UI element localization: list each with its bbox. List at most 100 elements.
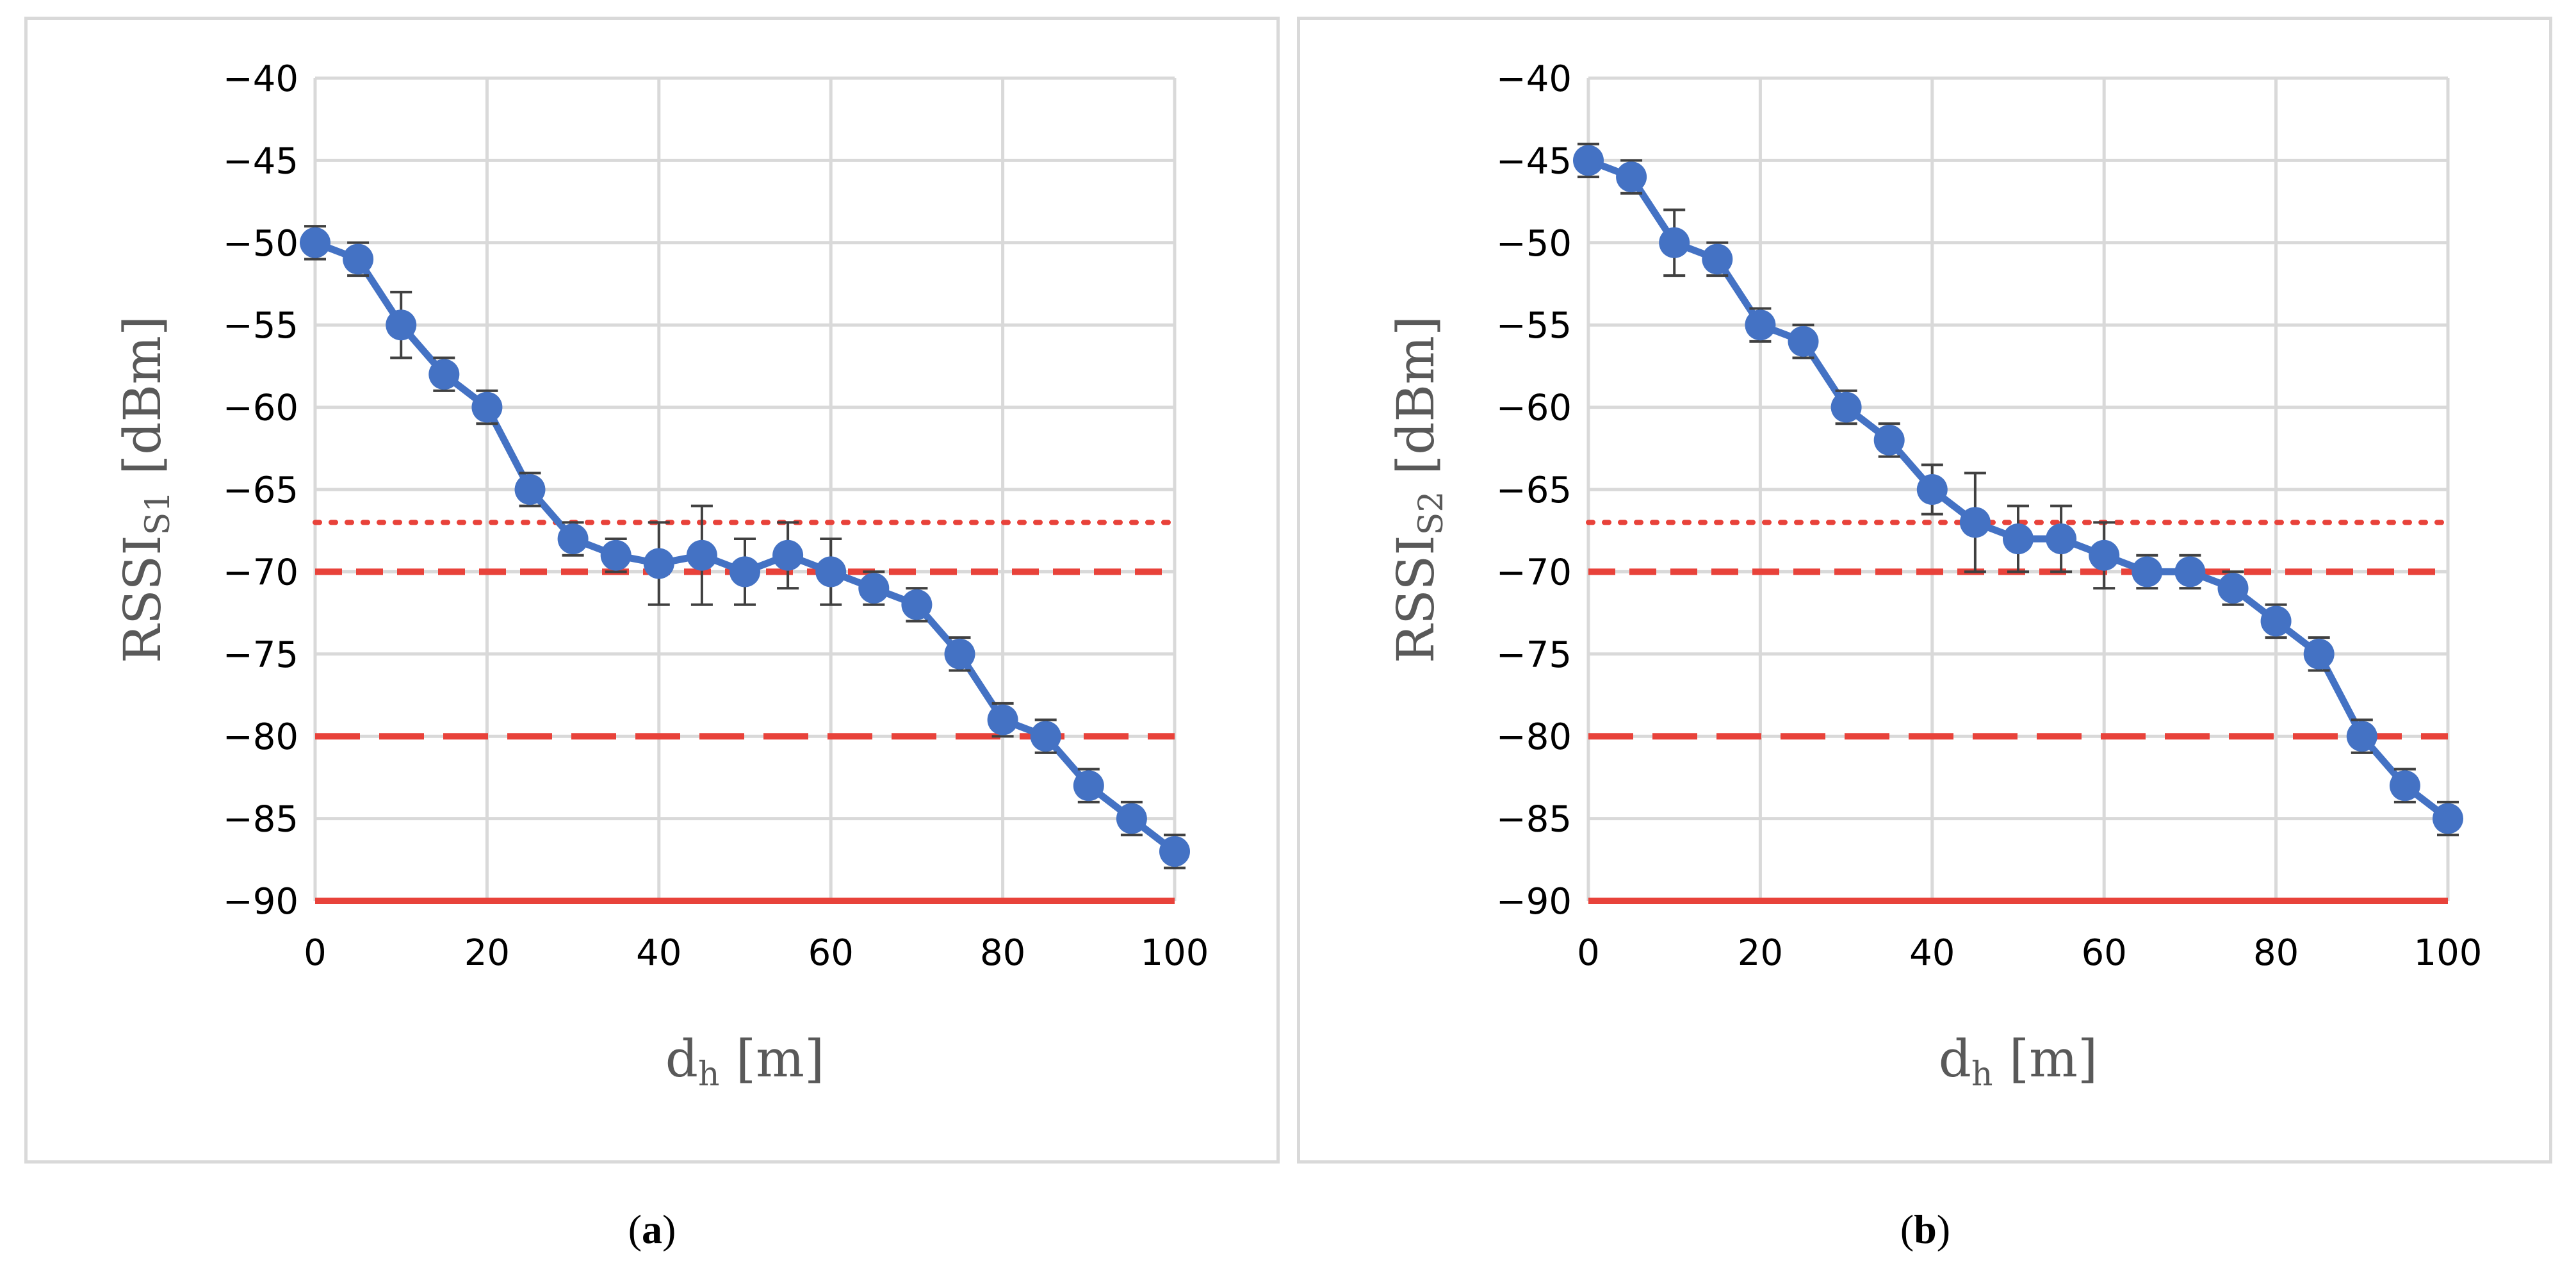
- data-point: [1959, 507, 1991, 538]
- data-point: [514, 474, 546, 505]
- y-tick-label: −80: [1496, 716, 1572, 758]
- chart-a: −40 −45 −50 −55 −60 −65 −70 −75 −80 −85 −900 20 40 60…: [113, 58, 1209, 1252]
- data-point: [2260, 605, 2292, 637]
- caption-paren-close: ): [1937, 1206, 1950, 1252]
- panel-caption: (a): [628, 1206, 676, 1252]
- y-tick-label: −65: [223, 470, 298, 511]
- x-axis-title-unit: [m]: [720, 1029, 825, 1089]
- data-point: [428, 359, 460, 390]
- data-point: [2303, 638, 2335, 670]
- data-point: [1745, 309, 1776, 341]
- data-point: [2089, 539, 2120, 571]
- chart-b: −40 −45 −50 −55 −60 −65 −70 −75 −80 −85 −900 20 40 60…: [1386, 58, 2482, 1252]
- data-point: [1788, 325, 1819, 357]
- caption-paren-open: (: [628, 1206, 642, 1252]
- data-point: [987, 704, 1018, 736]
- y-tick-label: −60: [223, 388, 298, 429]
- x-axis-title: dh [m]: [665, 1029, 824, 1094]
- y-tick-label: −45: [223, 140, 298, 182]
- y-axis-title-sub: S2: [1412, 491, 1451, 535]
- data-point: [2346, 721, 2377, 752]
- y-tick-label: −55: [223, 305, 298, 347]
- x-tick-label: 60: [808, 932, 854, 974]
- y-axis-title: RSSIS2 [dBm]: [1386, 316, 1451, 663]
- data-point: [1702, 243, 1733, 275]
- x-axis-title-sub: h: [1971, 1055, 1993, 1094]
- caption-letter: b: [1914, 1206, 1937, 1252]
- data-point: [2389, 770, 2420, 802]
- data-point: [600, 539, 632, 571]
- y-tick-label: −90: [1496, 881, 1572, 923]
- data-point: [2132, 556, 2163, 588]
- data-point: [1116, 803, 1147, 834]
- data-point: [1873, 424, 1905, 456]
- caption-letter: a: [642, 1206, 662, 1252]
- data-point: [386, 309, 417, 341]
- data-point: [1073, 770, 1104, 802]
- data-point: [730, 556, 760, 588]
- x-axis-title: dh [m]: [1939, 1029, 2098, 1094]
- y-axis-title-main: RSSI: [113, 535, 172, 663]
- data-point: [815, 556, 847, 588]
- y-tick-label: −80: [223, 716, 298, 758]
- x-tick-label: 40: [636, 932, 681, 974]
- data-point: [1659, 227, 1690, 258]
- data-point: [1159, 835, 1190, 867]
- data-point: [944, 638, 975, 670]
- x-tick-label: 100: [1141, 932, 1209, 974]
- caption-paren-close: ): [662, 1206, 676, 1252]
- data-point: [1830, 391, 1862, 423]
- y-tick-label: −85: [1496, 799, 1572, 841]
- data-point: [1916, 474, 1948, 505]
- y-tick-label: −85: [223, 799, 298, 841]
- y-tick-label: −60: [1496, 388, 1572, 429]
- x-tick-label: 20: [1738, 932, 1783, 974]
- data-point: [1573, 145, 1604, 176]
- x-tick-label: 40: [1909, 932, 1955, 974]
- x-axis-title-main: d: [1939, 1029, 1971, 1089]
- y-tick-label: −55: [1496, 305, 1572, 347]
- data-point: [471, 391, 503, 423]
- data-point: [2046, 523, 2077, 555]
- data-point: [686, 539, 717, 571]
- y-tick-label: −45: [1496, 140, 1572, 182]
- x-tick-label: 0: [304, 932, 327, 974]
- y-axis-title-unit: [dBm]: [1386, 316, 1446, 491]
- y-tick-label: −40: [223, 58, 298, 100]
- y-axis-title: RSSIS1 [dBm]: [113, 316, 177, 663]
- chart-panel-b: [1297, 17, 2552, 1164]
- y-tick-label: −50: [223, 223, 298, 265]
- x-tick-label: 0: [1577, 932, 1600, 974]
- y-axis-title-main: RSSI: [1386, 535, 1446, 663]
- y-tick-label: −75: [1496, 634, 1572, 676]
- chart-panel-a: [24, 17, 1280, 1164]
- y-tick-label: −40: [1496, 58, 1572, 100]
- data-point: [557, 523, 589, 555]
- data-point: [2174, 556, 2206, 588]
- data-point: [343, 243, 374, 275]
- y-tick-label: −65: [1496, 470, 1572, 511]
- data-point: [772, 539, 804, 571]
- data-point: [1616, 161, 1647, 193]
- y-tick-label: −90: [223, 881, 298, 923]
- data-point: [643, 548, 674, 579]
- caption-paren-open: (: [1900, 1206, 1914, 1252]
- x-tick-label: 20: [464, 932, 510, 974]
- data-point: [2433, 803, 2463, 834]
- y-tick-label: −50: [1496, 223, 1572, 265]
- y-tick-label: −75: [223, 634, 298, 676]
- y-tick-label: −70: [1496, 552, 1572, 593]
- data-point: [300, 227, 330, 258]
- x-axis-title-unit: [m]: [1993, 1029, 2098, 1089]
- x-tick-label: 80: [980, 932, 1025, 974]
- y-tick-label: −70: [223, 552, 298, 593]
- x-tick-label: 60: [2082, 932, 2127, 974]
- x-tick-label: 80: [2253, 932, 2299, 974]
- x-axis-title-main: d: [665, 1029, 698, 1089]
- data-point: [2003, 523, 2034, 555]
- x-tick-label: 100: [2414, 932, 2482, 974]
- data-point: [858, 573, 890, 604]
- y-axis-title-sub: S1: [139, 491, 177, 535]
- data-point: [2217, 573, 2249, 604]
